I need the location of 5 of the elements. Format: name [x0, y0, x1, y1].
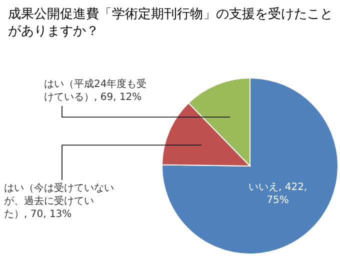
slice-label: いいえ, 422, 75%	[248, 181, 308, 208]
slice-label: はい（平成24年度も受けている）, 69, 12%	[44, 78, 148, 104]
slice-label: はい（今は受けていないが、過去に受けていた）, 70, 13%	[4, 182, 114, 221]
pie-slice	[162, 78, 338, 254]
chart-title: 成果公開促進費「学術定期刊行物」の支援を受けたことがありますか？	[8, 6, 333, 40]
